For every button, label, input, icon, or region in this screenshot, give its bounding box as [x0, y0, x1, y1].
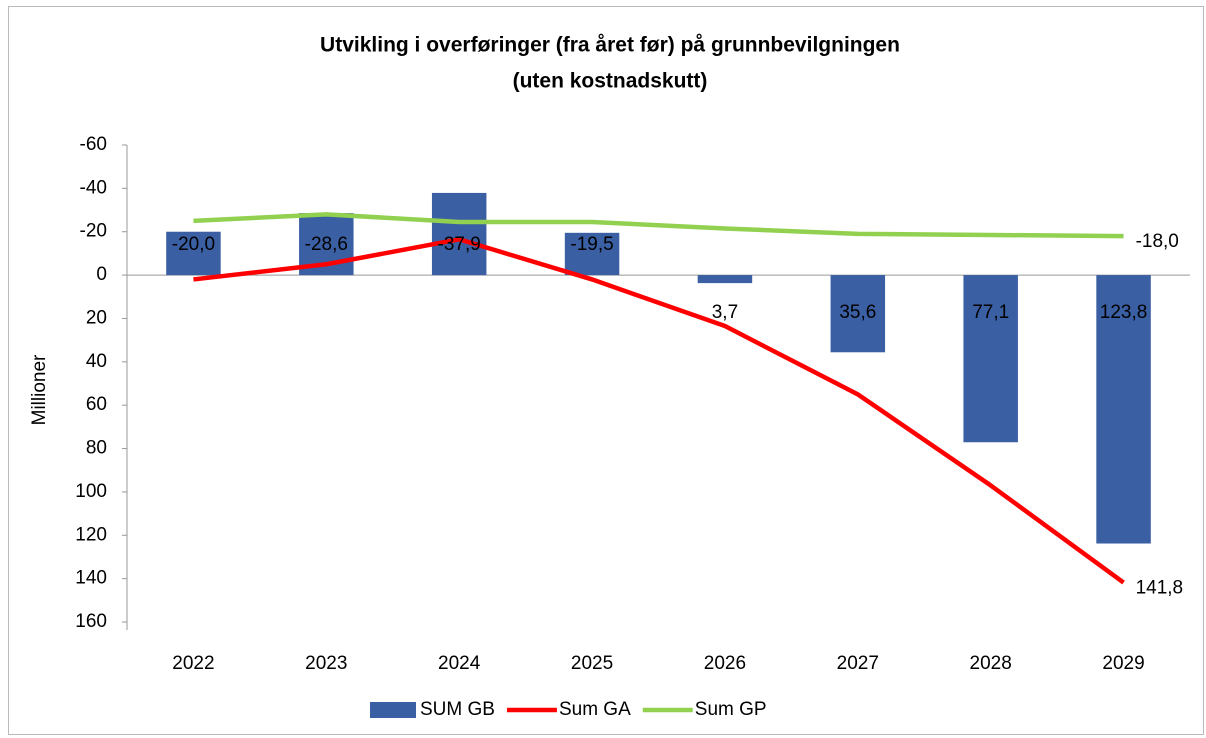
y-tick-label: -60: [80, 134, 107, 155]
x-tick-label: 2025: [571, 653, 613, 674]
data-label: 77,1: [972, 302, 1009, 323]
chart-title: Utvikling i overføringer (fra året før) …: [320, 34, 900, 57]
bar: [166, 231, 221, 276]
bar: [431, 192, 487, 276]
data-label: -37,9: [438, 234, 481, 255]
legend-swatch: [370, 702, 416, 718]
data-label: 123,8: [1100, 302, 1148, 323]
y-tick-label: 40: [86, 351, 107, 372]
data-label: 35,6: [839, 302, 876, 323]
y-tick-label: -40: [80, 177, 107, 198]
y-tick-label: 80: [86, 438, 107, 459]
data-label: 3,7: [712, 302, 738, 323]
y-tick-label: 120: [75, 524, 107, 545]
y-tick-label: 160: [75, 611, 107, 632]
data-label: -28,6: [305, 234, 348, 255]
x-tick-label: 2026: [704, 653, 746, 674]
bar: [830, 275, 886, 353]
y-tick-label: 140: [75, 568, 107, 589]
legend-label: SUM GB: [420, 699, 495, 720]
legend-label: Sum GP: [695, 699, 767, 720]
data-label: -18,0: [1136, 231, 1179, 252]
x-tick-label: 2024: [438, 653, 481, 674]
chart-subtitle: (uten kostnadskutt): [513, 70, 708, 93]
bar: [1096, 275, 1151, 544]
y-tick-label: -20: [80, 221, 107, 242]
x-tick-label: 2029: [1102, 653, 1144, 674]
x-tick-label: 2028: [970, 653, 1012, 674]
y-tick-label: 0: [96, 264, 107, 285]
y-tick-label: 60: [86, 394, 107, 415]
bar: [564, 232, 620, 276]
data-label: -19,5: [570, 234, 613, 255]
y-tick-label: 100: [75, 481, 107, 502]
line: [193, 212, 1124, 239]
bar: [697, 275, 753, 284]
line: [193, 237, 1125, 585]
data-label: 141,8: [1136, 578, 1184, 599]
x-tick-label: 2027: [837, 653, 879, 674]
y-tick-label: 20: [86, 307, 107, 328]
x-tick-label: 2023: [305, 653, 347, 674]
chart-border: [8, 6, 1204, 735]
data-label: -20,0: [172, 234, 215, 255]
x-tick-label: 2022: [172, 653, 214, 674]
bar: [963, 275, 1018, 443]
y-axis-title: Millioner: [29, 354, 50, 425]
legend-label: Sum GA: [559, 699, 631, 720]
